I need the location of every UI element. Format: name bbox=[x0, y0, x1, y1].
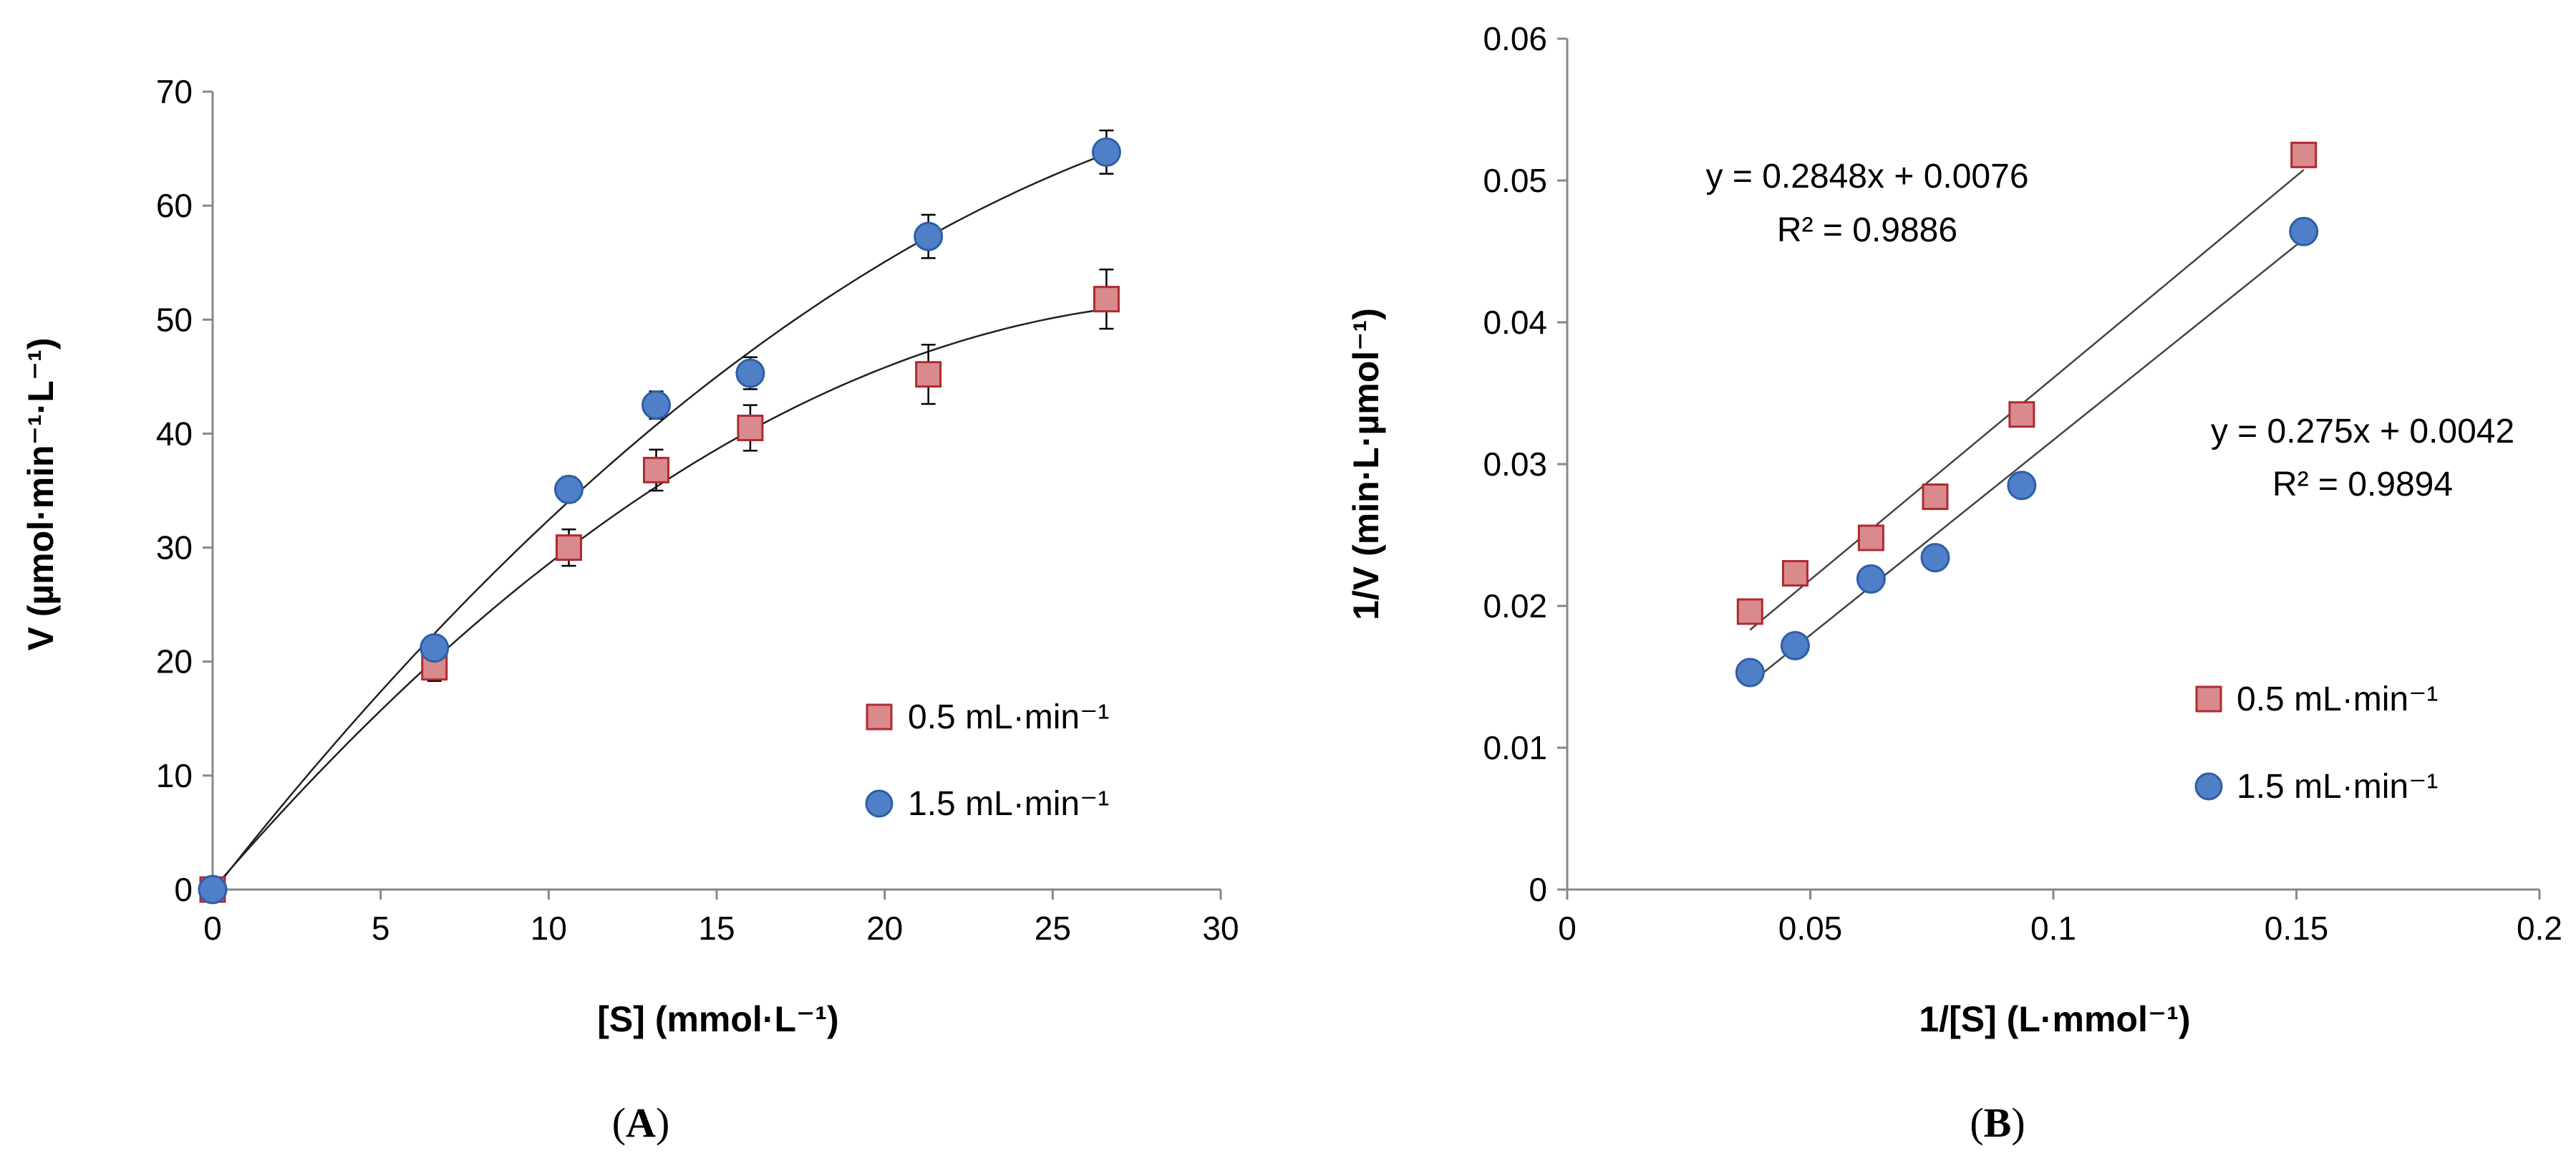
panel-b: 0 0.01 0.02 0.03 0.04 0.05 0.06 0 0.05 0.1 0.15 0.… bbox=[1346, 20, 2562, 1146]
panel-a: 0 10 20 30 40 50 60 70 0 5 10 15 20 25 30 [S] (mmol·L… bbox=[21, 73, 1239, 1146]
trend-curves bbox=[212, 153, 1107, 892]
legend: 0.5 mL·min⁻¹ 1.5 mL·min⁻¹ bbox=[865, 698, 1109, 823]
trend-curve-series-2 bbox=[212, 153, 1107, 892]
x-tick-label: 0.05 bbox=[1778, 910, 1843, 947]
x-tick-labels: 0 5 10 15 20 25 30 bbox=[203, 910, 1239, 947]
data-point-series-1 bbox=[1857, 524, 1884, 551]
trend-lines bbox=[1749, 169, 2305, 685]
x-tick-label: 0.1 bbox=[2030, 910, 2076, 947]
legend-marker-square bbox=[2195, 685, 2222, 713]
data-point-series-2 bbox=[1780, 630, 1810, 660]
data-point-series-1 bbox=[1922, 483, 1949, 511]
legend-label-series-2: 1.5 mL·min⁻¹ bbox=[908, 785, 1109, 823]
trend-line-series-2 bbox=[1749, 238, 2305, 685]
y-tick-label: 0 bbox=[174, 871, 193, 908]
panel-label-a: (A) bbox=[612, 1099, 670, 1146]
data-point-series-2 bbox=[1920, 543, 1950, 573]
y-tick-label: 0.04 bbox=[1483, 304, 1547, 341]
trendline-equation-series-2: y = 0.275x + 0.0042 bbox=[2211, 413, 2514, 451]
y-tick-label: 0.03 bbox=[1483, 445, 1547, 483]
x-tick-label: 25 bbox=[1035, 910, 1071, 947]
data-point-series-1 bbox=[2008, 401, 2035, 428]
x-tick-label: 0.2 bbox=[2517, 910, 2562, 947]
data-point-series-2 bbox=[2007, 471, 2037, 501]
y-tick-label: 70 bbox=[156, 73, 193, 110]
x-tick-label: 10 bbox=[531, 910, 567, 947]
data-point-series-1 bbox=[555, 534, 582, 562]
y-tick-label: 50 bbox=[156, 301, 193, 338]
y-tick-labels: 0 10 20 30 40 50 60 70 bbox=[156, 73, 193, 908]
data-points bbox=[1735, 141, 2319, 688]
y-tick-label: 0 bbox=[1529, 871, 1547, 908]
data-point-series-2 bbox=[1856, 564, 1886, 594]
panel-label-b: (B) bbox=[1970, 1099, 2025, 1146]
x-tick-label: 0 bbox=[203, 910, 222, 947]
y-axis-title: V (µmol·min⁻¹·L⁻¹) bbox=[21, 337, 61, 650]
y-axis-title: 1/V (min·L·µmol⁻¹) bbox=[1346, 308, 1386, 620]
data-point-series-2 bbox=[1735, 657, 1765, 688]
legend: 0.5 mL·min⁻¹ 1.5 mL·min⁻¹ bbox=[2194, 680, 2438, 806]
y-tick-label: 40 bbox=[156, 415, 193, 452]
y-tick-marks bbox=[1557, 37, 1567, 891]
x-tick-marks bbox=[211, 890, 1222, 900]
y-tick-labels: 0 0.01 0.02 0.03 0.04 0.05 0.06 bbox=[1483, 20, 1547, 908]
y-tick-label: 0.06 bbox=[1483, 20, 1547, 57]
y-tick-label: 30 bbox=[156, 529, 193, 567]
x-tick-label: 0.15 bbox=[2265, 910, 2329, 947]
r-squared-series-1: R² = 0.9886 bbox=[1777, 211, 1957, 249]
trendline-equation-series-1: y = 0.2848x + 0.0076 bbox=[1705, 158, 2028, 196]
x-tick-label: 20 bbox=[866, 910, 903, 947]
data-point-series-1 bbox=[1781, 559, 1808, 587]
legend-label-series-2: 1.5 mL·min⁻¹ bbox=[2237, 768, 2438, 806]
data-point-series-1 bbox=[1736, 598, 1763, 625]
legend-label-series-1: 0.5 mL·min⁻¹ bbox=[908, 698, 1109, 736]
legend-label-series-1: 0.5 mL·min⁻¹ bbox=[2237, 680, 2438, 718]
data-points bbox=[198, 137, 1121, 905]
x-tick-labels: 0 0.05 0.1 0.15 0.2 bbox=[1558, 910, 2562, 947]
trend-curve-series-1 bbox=[212, 308, 1107, 890]
x-axis-title: 1/[S] (L·mmol⁻¹) bbox=[1919, 999, 2190, 1039]
r-squared-series-2: R² = 0.9894 bbox=[2272, 466, 2453, 504]
legend-marker-circle bbox=[2194, 772, 2223, 801]
y-tick-label: 0.02 bbox=[1483, 587, 1547, 625]
data-point-series-2 bbox=[1091, 137, 1121, 167]
x-tick-label: 30 bbox=[1202, 910, 1239, 947]
x-tick-label: 15 bbox=[698, 910, 735, 947]
y-tick-marks bbox=[203, 90, 213, 891]
data-point-series-2 bbox=[553, 474, 584, 504]
data-point-series-1 bbox=[643, 456, 670, 483]
data-point-series-2 bbox=[641, 390, 672, 420]
legend-marker-circle bbox=[865, 789, 894, 818]
trend-line-series-1 bbox=[1749, 169, 2305, 631]
data-point-series-2 bbox=[914, 221, 944, 251]
x-axis-title: [S] (mmol·L⁻¹) bbox=[597, 999, 838, 1039]
data-point-series-1 bbox=[737, 414, 764, 441]
data-point-series-1 bbox=[2290, 141, 2318, 168]
data-point-series-2 bbox=[735, 358, 765, 388]
data-point-series-1 bbox=[915, 361, 942, 388]
x-tick-label: 5 bbox=[372, 910, 390, 947]
data-point-series-1 bbox=[1093, 286, 1120, 313]
error-bars bbox=[427, 129, 1114, 683]
legend-marker-square bbox=[866, 703, 893, 731]
y-tick-label: 0.01 bbox=[1483, 729, 1547, 766]
y-tick-label: 0.05 bbox=[1483, 162, 1547, 199]
data-point-series-2 bbox=[420, 633, 450, 663]
y-tick-label: 20 bbox=[156, 643, 193, 680]
y-tick-label: 10 bbox=[156, 757, 193, 794]
data-point-series-2 bbox=[2289, 216, 2319, 246]
x-tick-label: 0 bbox=[1558, 910, 1577, 947]
y-tick-label: 60 bbox=[156, 187, 193, 224]
x-tick-marks bbox=[1566, 890, 2541, 900]
data-point-series-2 bbox=[198, 875, 228, 905]
